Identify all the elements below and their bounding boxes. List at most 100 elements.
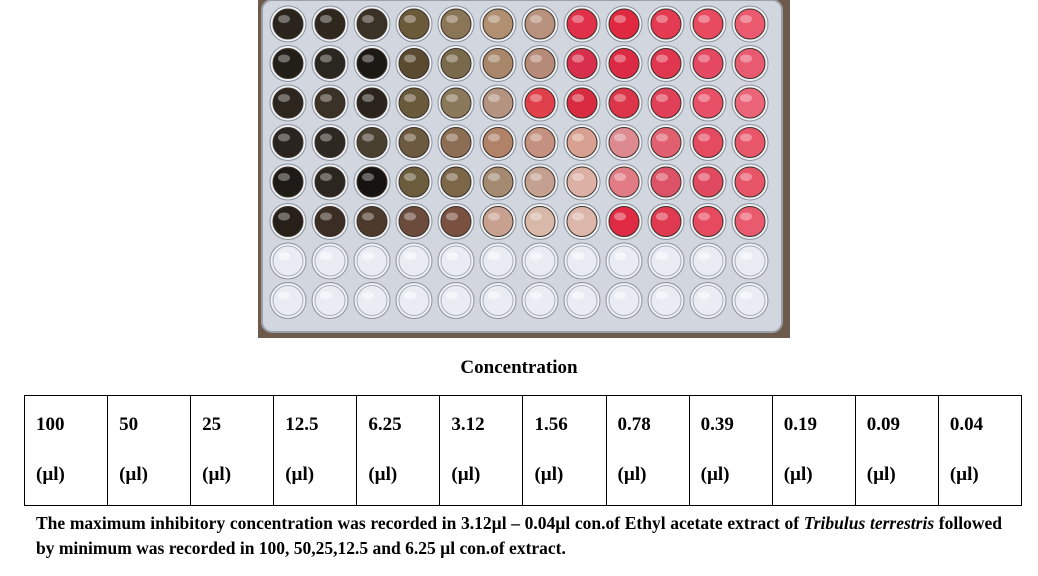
concentration-value: 0.78 <box>617 414 651 435</box>
empty-well <box>608 245 640 277</box>
concentration-cell: 12.5 (µl) <box>273 395 358 506</box>
well-highlight <box>320 212 332 221</box>
empty-well <box>356 245 388 277</box>
empty-well <box>524 245 556 277</box>
sample-well <box>440 8 472 40</box>
well-highlight <box>614 252 626 260</box>
sample-well <box>566 48 598 79</box>
well-highlight <box>698 173 710 181</box>
well-highlight <box>488 54 500 63</box>
well-highlight <box>740 212 752 221</box>
well-highlight <box>698 212 710 221</box>
well-highlight <box>278 252 290 260</box>
empty-well <box>482 285 514 316</box>
concentration-unit: (µl) <box>700 464 730 485</box>
plate-wells <box>269 5 769 319</box>
sample-well <box>524 48 556 79</box>
well-highlight <box>404 252 416 260</box>
well-highlight <box>740 94 752 102</box>
empty-well <box>356 285 388 316</box>
well-highlight <box>572 291 584 300</box>
sample-well <box>356 87 388 119</box>
sample-well <box>734 87 766 119</box>
concentration-cell: 25 (µl) <box>190 395 275 506</box>
well-highlight <box>530 252 542 260</box>
concentration-unit: (µl) <box>866 464 896 485</box>
sample-well <box>566 127 598 158</box>
well-highlight <box>656 94 668 102</box>
well-highlight <box>740 54 752 63</box>
concentration-cell: 50 (µl) <box>107 395 192 506</box>
sample-well <box>314 166 346 198</box>
well-highlight <box>656 291 668 300</box>
well-highlight <box>362 15 374 23</box>
well-highlight <box>362 54 374 63</box>
sample-well <box>398 87 430 119</box>
well-highlight <box>446 291 458 300</box>
concentration-value: 0.09 <box>866 414 901 435</box>
well-highlight <box>614 54 626 63</box>
concentration-value: 100 <box>36 414 65 435</box>
well-highlight <box>530 94 542 102</box>
concentration-value: 6.25 <box>368 414 402 435</box>
sample-well <box>272 127 304 158</box>
well-highlight <box>404 94 416 102</box>
well-highlight <box>362 133 374 142</box>
well-highlight <box>698 94 710 102</box>
well-highlight <box>572 15 584 23</box>
well-highlight <box>446 15 458 23</box>
sample-well <box>734 8 766 40</box>
sample-well <box>272 166 304 198</box>
empty-well <box>650 245 682 277</box>
well-highlight <box>320 252 332 260</box>
concentration-table: 100 (µl) 50 (µl) 25 (µl) 12.5 (µl) 6.25 (µl) 3.12 (… <box>23 395 1023 506</box>
concentration-unit: (µl) <box>451 464 481 485</box>
well-highlight <box>614 15 626 23</box>
sample-well <box>440 48 472 79</box>
concentration-row: 100 (µl) 50 (µl) 25 (µl) 12.5 (µl) 6.25 (µl) 3.12 (… <box>23 395 1023 506</box>
well-highlight <box>572 133 584 142</box>
well-highlight <box>446 133 458 142</box>
well-highlight <box>572 252 584 260</box>
concentration-cell: 0.39 (µl) <box>688 395 773 506</box>
microplate-photo <box>258 0 790 338</box>
sample-well <box>398 206 430 237</box>
sample-well <box>356 206 388 237</box>
sample-well <box>314 87 346 119</box>
well-highlight <box>614 291 626 300</box>
well-highlight <box>278 15 290 23</box>
empty-well <box>440 285 472 316</box>
well-highlight <box>572 212 584 221</box>
sample-well <box>272 48 304 79</box>
well-highlight <box>656 252 668 260</box>
sample-well <box>440 166 472 198</box>
concentration-value: 25 <box>202 414 222 435</box>
well-highlight <box>278 212 290 221</box>
sample-well <box>608 166 640 198</box>
sample-well <box>356 127 388 158</box>
concentration-unit: (µl) <box>783 464 813 485</box>
sample-well <box>314 8 346 40</box>
sample-well <box>692 8 724 40</box>
sample-well <box>524 127 556 158</box>
concentration-unit: (µl) <box>285 464 315 485</box>
sample-well <box>692 127 724 158</box>
empty-well <box>650 285 682 316</box>
empty-well <box>314 285 346 316</box>
well-highlight <box>362 252 374 260</box>
concentration-unit: (µl) <box>368 464 398 485</box>
well-highlight <box>362 94 374 102</box>
sample-well <box>272 87 304 119</box>
sample-well <box>566 87 598 119</box>
empty-well <box>692 245 724 277</box>
figure-caption: Concentration <box>460 357 578 378</box>
well-highlight <box>656 212 668 221</box>
sample-well <box>482 166 514 198</box>
empty-well <box>734 285 766 316</box>
note-text-2: followed by minimum was recorded in 100,… <box>36 513 1002 558</box>
well-highlight <box>656 54 668 63</box>
sample-well <box>440 206 472 237</box>
sample-well <box>398 166 430 198</box>
well-highlight <box>740 15 752 23</box>
concentration-value: 12.5 <box>285 414 319 435</box>
